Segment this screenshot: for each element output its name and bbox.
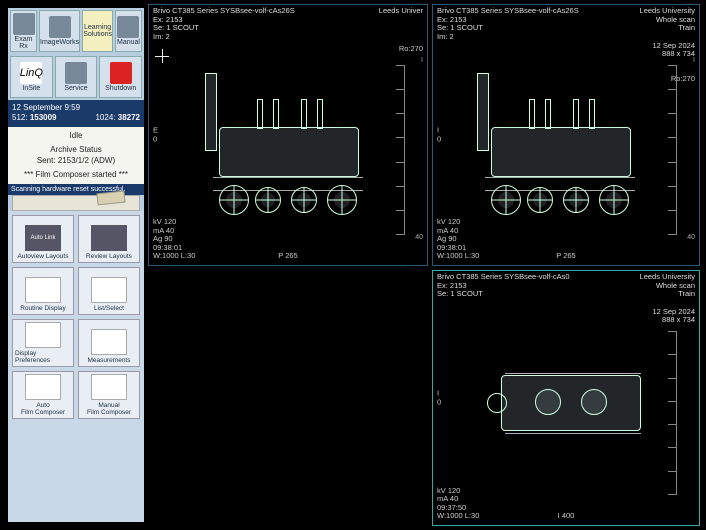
film-status: *** Film Composer started *** (12, 170, 140, 180)
linq-icon: LinQ (20, 62, 42, 84)
scan-viewport-2[interactable]: Brivo CT385 Series SYSBsee-volf-cAs26S E… (432, 4, 700, 266)
insite-button[interactable]: LinQInSite (10, 56, 53, 98)
label: Display Preferences (15, 350, 71, 364)
paper-tab[interactable] (12, 195, 140, 211)
learning-button[interactable]: Learning Solutions (82, 10, 113, 52)
header-left: Brivo CT385 Series SYSBsee-volf-cAs26S E… (437, 7, 579, 59)
side-label: E 0 (153, 126, 158, 143)
scan-image-top (481, 349, 661, 459)
p-label: P 265 (556, 252, 575, 261)
scan-viewport-3[interactable]: Brivo CT385 Series SYSBsee-volf-cAs0 Ex:… (432, 270, 700, 526)
manual-button[interactable]: Manual (115, 10, 142, 52)
label: Review Layouts (86, 253, 132, 260)
label: InSite (22, 85, 40, 92)
header-left: Brivo CT385 Series SYSBsee-volf-cAs26S E… (153, 7, 295, 42)
display-pref-button[interactable]: Display Preferences (12, 319, 74, 367)
layout-panel: Auto Link Autoview Layouts Review Layout… (8, 211, 144, 522)
i400-label: I 400 (558, 512, 575, 521)
thumb-icon (25, 322, 61, 348)
scan-viewport-1[interactable]: Brivo CT385 Series SYSBsee-volf-cAs26S E… (148, 4, 428, 266)
ro-label: Ro:270 (399, 45, 423, 54)
datetime: 12 September 9:59 (12, 103, 140, 113)
ruler-bot: 40 (687, 234, 695, 241)
ruler-top: I (421, 57, 423, 64)
shutdown-button[interactable]: Shutdown (99, 56, 142, 98)
thumb-icon (25, 374, 61, 400)
stat-val: 38272 (118, 113, 140, 122)
scan-image-side (455, 79, 655, 229)
archive-title: Archive Status (12, 145, 140, 155)
ruler-top: I (693, 57, 695, 64)
label: Measurements (88, 357, 131, 364)
ruler-bot: 40 (415, 234, 423, 241)
datetime-bar: 12 September 9:59 512: 153009 1024: 3827… (8, 100, 144, 127)
label: List/Select (94, 305, 124, 312)
stat-label: 1024: (95, 113, 115, 122)
label: Manual Film Composer (87, 402, 131, 416)
exam-rx-button[interactable]: Exam Rx (10, 10, 37, 52)
header-left: Brivo CT385 Series SYSBsee-volf-cAs0 Ex:… (437, 273, 570, 325)
sent-status: Sent: 2153/1/2 (ADW) (12, 156, 140, 166)
manual-film-button[interactable]: Manual Film Composer (78, 371, 140, 419)
control-panel: Exam Rx ImageWorks Learning Solutions Ma… (8, 8, 144, 522)
idle-status: Idle (12, 131, 140, 141)
vp-header: Brivo CT385 Series SYSBsee-volf-cAs26S E… (433, 5, 699, 61)
autoview-layouts-button[interactable]: Auto Link Autoview Layouts (12, 215, 74, 263)
stat-val: 153009 (30, 113, 57, 122)
routine-display-button[interactable]: Routine Display (12, 267, 74, 315)
stat-label: 512: (12, 113, 28, 122)
toolbar-row-1: Exam Rx ImageWorks Learning Solutions Ma… (8, 8, 144, 54)
label: Shutdown (105, 85, 136, 92)
vp-header: Brivo CT385 Series SYSBsee-volf-cAs0 Ex:… (433, 271, 699, 327)
label: Learning Solutions (83, 24, 112, 38)
header-right: Leeds Univer (379, 7, 423, 42)
header-right: Leeds University Whole scan Train 12 Sep… (640, 273, 695, 325)
service-button[interactable]: Service (55, 56, 98, 98)
label: Routine Display (20, 305, 66, 312)
label: Exam Rx (11, 36, 36, 50)
label: Service (64, 85, 87, 92)
autolink-label: Auto Link (30, 235, 55, 241)
side-label: I 0 (437, 389, 441, 406)
review-layouts-button[interactable]: Review Layouts (78, 215, 140, 263)
imageworks-button[interactable]: ImageWorks (39, 10, 80, 52)
side-label: I 0 (437, 126, 441, 143)
thumb-icon (91, 225, 127, 251)
label: Manual (117, 39, 140, 46)
thumb-icon (25, 277, 61, 303)
auto-film-button[interactable]: Auto Film Composer (12, 371, 74, 419)
label: ImageWorks (40, 39, 79, 46)
thumb-icon (91, 329, 127, 355)
thumb-icon (91, 277, 127, 303)
label: Auto Film Composer (21, 402, 65, 416)
list-select-button[interactable]: List/Select (78, 267, 140, 315)
ruler (665, 331, 677, 495)
ruler (393, 65, 405, 235)
status-block: Idle Archive Status Sent: 2153/1/2 (ADW)… (8, 127, 144, 185)
thumb-icon: Auto Link (25, 225, 61, 251)
vp-header: Brivo CT385 Series SYSBsee-volf-cAs26S E… (149, 5, 427, 44)
p-label: P 265 (278, 252, 297, 261)
header-right: Leeds University Whole scan Train 12 Sep… (640, 7, 695, 59)
exposure: kV 120 mA 40 09:37:50 W:1000 L:30 (437, 487, 479, 522)
ruler (665, 65, 677, 235)
measurements-button[interactable]: Measurements (78, 319, 140, 367)
thumb-icon (91, 374, 127, 400)
scan-image-side (183, 79, 383, 229)
crosshair-icon (155, 49, 169, 63)
power-icon (110, 62, 132, 84)
toolbar-row-2: LinQInSite Service Shutdown (8, 54, 144, 100)
label: Autoview Layouts (18, 253, 69, 260)
